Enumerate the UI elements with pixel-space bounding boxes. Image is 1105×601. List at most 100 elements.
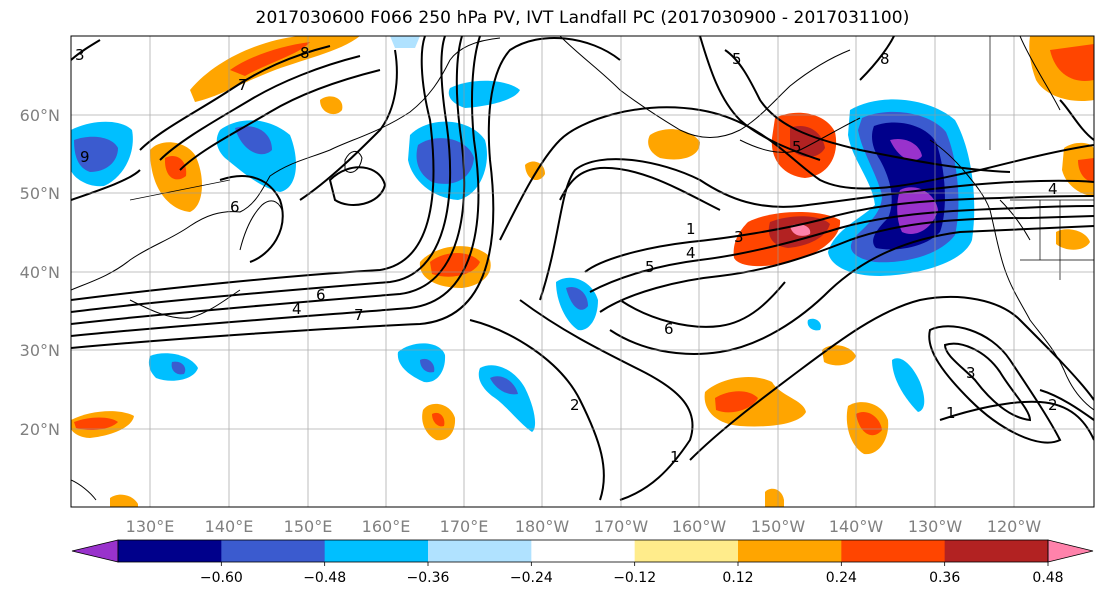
positive-anomaly (648, 129, 700, 160)
contour-label: 4 (686, 244, 696, 262)
pv-contour (559, 166, 721, 211)
pv-contour (71, 36, 466, 325)
negative-anomaly (890, 138, 922, 161)
colorbar (71, 539, 1094, 563)
pv-contour (469, 319, 605, 501)
negative-anomaly (448, 80, 520, 108)
map-frame (70, 35, 1095, 508)
colorbar-extend-low (71, 539, 119, 563)
pv-contour (609, 225, 1094, 355)
pv-contour (71, 169, 141, 201)
contour-label: 3 (75, 46, 85, 64)
latitude-label: 60°N (20, 106, 60, 125)
contour-label: 5 (645, 258, 655, 276)
coastline (129, 289, 241, 319)
coastline (739, 117, 861, 153)
pv-contour (71, 36, 452, 313)
colorbar-tick-label: −0.24 (510, 570, 553, 586)
contour-label: 6 (316, 286, 326, 304)
positive-anomaly (765, 488, 784, 507)
pv-contour (328, 166, 387, 206)
negative-anomaly (235, 126, 272, 155)
longitude-label: 130°W (908, 517, 963, 536)
positive-anomaly (230, 42, 310, 76)
longitude-label: 140°W (829, 517, 884, 536)
coastline (559, 36, 851, 138)
colorbar-extend-high (1047, 539, 1094, 563)
colorbar-tick-label: 0.48 (1032, 570, 1063, 586)
pv-contour (519, 299, 694, 501)
longitude-label: 150°W (751, 517, 806, 536)
colorbar-tick-label: 0.36 (929, 570, 960, 586)
negative-anomaly (216, 120, 296, 192)
pv-contour (219, 175, 284, 263)
latitude-labels: 60°N 50°N 40°N 30°N 20°N (20, 106, 60, 439)
pv-contour (71, 36, 481, 337)
coastline (1019, 36, 1061, 111)
contour-label: 1 (946, 404, 956, 422)
negative-anomaly (420, 358, 435, 373)
colorbar-segment (221, 540, 326, 562)
contour-label: 4 (292, 300, 302, 318)
border-line (129, 179, 231, 201)
colorbar-segment (531, 540, 636, 562)
contour-label: 8 (880, 50, 890, 68)
colorbar-tick-label: 0.24 (826, 570, 857, 586)
contour-label: 5 (732, 50, 742, 68)
pv-contour (724, 49, 1011, 173)
contour-label: 4 (1048, 180, 1058, 198)
pv-contour (689, 295, 1094, 461)
contour-label: 6 (664, 320, 674, 338)
colorbar-segment (944, 540, 1049, 562)
positive-anomaly (1050, 44, 1094, 81)
coastline-layer (71, 36, 1094, 501)
contour-label: 8 (300, 44, 310, 62)
border-layer (129, 36, 1094, 280)
negative-anomaly (807, 318, 821, 331)
longitude-label: 180°W (515, 517, 570, 536)
longitude-label: 160°E (362, 517, 411, 536)
coastline (344, 151, 363, 173)
contour-label: 7 (238, 76, 248, 94)
colorbar-segment (324, 540, 429, 562)
colorbar-tick-label: −0.48 (303, 570, 346, 586)
pv-contour (599, 215, 1094, 313)
coastline (71, 479, 97, 501)
negative-anomaly (171, 361, 186, 375)
pv-contour (1039, 389, 1094, 421)
pv-contour (939, 400, 1094, 441)
coastline (999, 199, 1031, 241)
negative-anomaly (490, 376, 518, 395)
colorbar-tick-label: −0.12 (613, 570, 656, 586)
coastline (239, 200, 283, 251)
longitude-label: 150°E (284, 517, 333, 536)
contour-layer (71, 36, 1094, 501)
pv-contour (943, 342, 1032, 422)
colorbar-tick-label: −0.36 (407, 570, 450, 586)
latitude-label: 20°N (20, 420, 60, 439)
colorbar-segment (634, 540, 739, 562)
longitude-label: 170°W (594, 517, 649, 536)
positive-anomaly (110, 494, 138, 507)
positive-anomaly (432, 412, 445, 427)
latitude-label: 40°N (20, 263, 60, 282)
positive-anomaly (1078, 158, 1094, 182)
positive-anomaly (74, 417, 118, 430)
colorbar-segment (118, 540, 222, 562)
positive-anomaly (1062, 142, 1094, 196)
positive-anomaly (790, 224, 811, 236)
colorbar-frame (117, 539, 1049, 563)
positive-anomaly (190, 36, 360, 102)
colorbar-tick-label: −0.60 (200, 570, 243, 586)
negative-anomaly (566, 286, 588, 310)
longitude-label: 170°E (440, 517, 489, 536)
pv-contour (619, 281, 786, 328)
pv-contour (539, 158, 1094, 301)
colorbar-segment (428, 540, 532, 562)
contour-label: 2 (570, 396, 580, 414)
contour-label: 1 (686, 220, 696, 238)
longitude-labels: 130°E 140°E 150°E 160°E 170°E 180°W 170°W 160°W… (126, 517, 1042, 536)
colorbar-segment (738, 540, 842, 562)
latitude-label: 50°N (20, 184, 60, 203)
pv-contour (859, 36, 895, 81)
